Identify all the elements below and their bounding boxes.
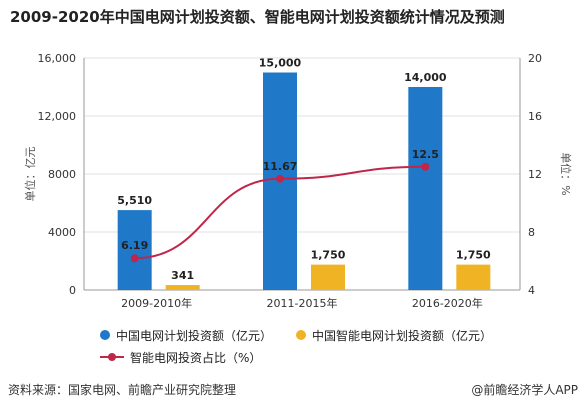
bar-smart-investment xyxy=(311,264,345,290)
y-tick-label-right: 16 xyxy=(528,110,542,123)
legend-swatch-smart-investment xyxy=(296,330,307,340)
legend-swatch-grid-investment xyxy=(100,330,110,340)
data-label-ratio: 11.67 xyxy=(263,160,298,173)
y-tick-label-left: 16,000 xyxy=(38,52,77,65)
y-tick-label-right: 4 xyxy=(528,284,535,297)
data-label-grid-investment: 15,000 xyxy=(259,57,302,70)
point-ratio xyxy=(421,162,430,171)
data-label-smart-investment: 341 xyxy=(171,269,194,282)
y-tick-label-right: 20 xyxy=(528,52,542,65)
legend-label-ratio: 智能电网投资占比（%） xyxy=(130,350,262,365)
bar-grid-investment xyxy=(408,87,443,290)
legend-item-smart-investment: 中国智能电网计划投资额（亿元） xyxy=(296,327,492,344)
x-tick-label: 2009-2010年 xyxy=(121,296,192,310)
data-label-ratio: 12.5 xyxy=(412,148,439,161)
y-tick-label-right: 12 xyxy=(528,168,542,181)
legend-label-grid-investment: 中国电网计划投资额（亿元） xyxy=(116,328,273,343)
source-note: 资料来源：国家电网、前瞻产业研究院整理 xyxy=(8,383,237,397)
y-tick-label-left: 12,000 xyxy=(38,110,77,123)
y-tick-label-right: 8 xyxy=(528,226,535,239)
chart-title: 2009-2020年中国电网计划投资额、智能电网计划投资额统计情况及预测 xyxy=(10,8,505,26)
point-ratio xyxy=(130,254,139,263)
data-label-ratio: 6.19 xyxy=(121,239,148,252)
x-tick-label: 2016-2020年 xyxy=(412,296,483,310)
point-ratio xyxy=(276,174,284,183)
y-tick-label-left: 4000 xyxy=(48,226,76,239)
y-axis-label-left: 单位：亿元 xyxy=(23,147,37,202)
credit-note: @前瞻经济学人APP xyxy=(471,383,578,397)
data-label-grid-investment: 5,510 xyxy=(117,194,152,207)
legend-item-ratio: 智能电网投资占比（%） xyxy=(100,349,261,366)
y-tick-label-left: 8000 xyxy=(48,168,76,181)
data-label-smart-investment: 1,750 xyxy=(311,249,346,262)
legend-item-grid-investment: 中国电网计划投资额（亿元） xyxy=(100,327,272,344)
bar-grid-investment xyxy=(117,210,152,290)
legend-swatch-ratio xyxy=(100,352,124,362)
data-label-grid-investment: 14,000 xyxy=(404,71,447,84)
x-tick-label: 2011-2015年 xyxy=(267,296,338,310)
bar-smart-investment xyxy=(456,264,491,290)
legend-label-smart-investment: 中国智能电网计划投资额（亿元） xyxy=(312,328,493,343)
legend: 中国电网计划投资额（亿元） 中国智能电网计划投资额（亿元） 智能电网投资占比（%… xyxy=(100,326,570,370)
y-tick-label-left: 0 xyxy=(69,284,76,297)
data-label-smart-investment: 1,750 xyxy=(456,249,491,262)
bar-smart-investment xyxy=(165,285,200,290)
y-axis-label-right: 单位：% xyxy=(559,152,573,195)
